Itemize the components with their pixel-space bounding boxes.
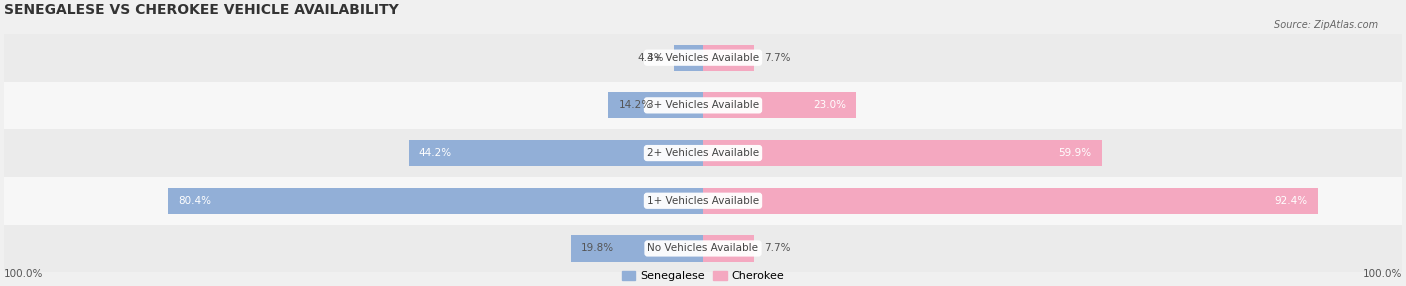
Text: 19.8%: 19.8% — [581, 243, 614, 253]
Bar — [703, 140, 1102, 166]
Text: Source: ZipAtlas.com: Source: ZipAtlas.com — [1274, 20, 1378, 30]
Text: 44.2%: 44.2% — [419, 148, 451, 158]
Bar — [409, 140, 703, 166]
Text: No Vehicles Available: No Vehicles Available — [648, 243, 758, 253]
Text: 2+ Vehicles Available: 2+ Vehicles Available — [647, 148, 759, 158]
Bar — [4, 34, 1402, 82]
Bar — [167, 188, 703, 214]
Bar — [675, 45, 703, 71]
Bar — [609, 92, 703, 118]
Bar — [703, 188, 1317, 214]
Text: SENEGALESE VS CHEROKEE VEHICLE AVAILABILITY: SENEGALESE VS CHEROKEE VEHICLE AVAILABIL… — [4, 3, 399, 17]
Text: 1+ Vehicles Available: 1+ Vehicles Available — [647, 196, 759, 206]
Bar — [4, 225, 1402, 272]
Text: 23.0%: 23.0% — [813, 100, 846, 110]
Text: 7.7%: 7.7% — [765, 243, 790, 253]
Text: 7.7%: 7.7% — [765, 53, 790, 63]
Text: 3+ Vehicles Available: 3+ Vehicles Available — [647, 100, 759, 110]
Text: 100.0%: 100.0% — [1362, 269, 1402, 279]
Bar — [4, 177, 1402, 225]
Text: 4.3%: 4.3% — [638, 53, 665, 63]
Text: 4+ Vehicles Available: 4+ Vehicles Available — [647, 53, 759, 63]
Bar — [4, 82, 1402, 129]
Bar — [4, 129, 1402, 177]
Bar — [571, 235, 703, 262]
Legend: Senegalese, Cherokee: Senegalese, Cherokee — [621, 271, 785, 281]
Text: 80.4%: 80.4% — [179, 196, 211, 206]
Bar — [703, 45, 754, 71]
Bar — [703, 92, 856, 118]
Text: 59.9%: 59.9% — [1059, 148, 1091, 158]
Text: 14.2%: 14.2% — [619, 100, 651, 110]
Text: 92.4%: 92.4% — [1275, 196, 1308, 206]
Bar — [703, 235, 754, 262]
Text: 100.0%: 100.0% — [4, 269, 44, 279]
